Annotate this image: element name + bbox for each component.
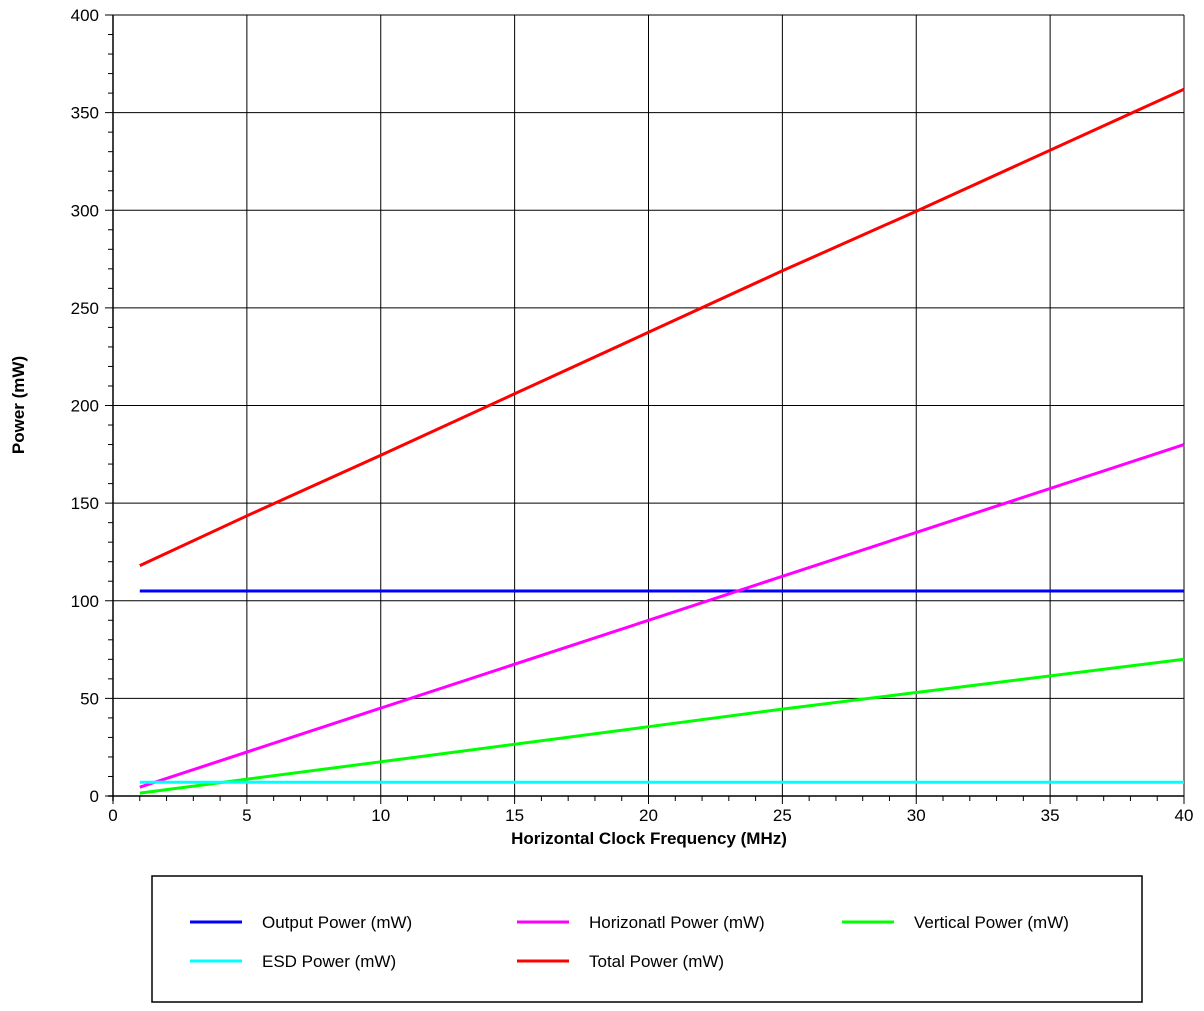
y-tick-label: 50 [80, 689, 99, 708]
x-tick-label: 40 [1175, 806, 1194, 825]
y-axis-title: Power (mW) [9, 356, 28, 454]
legend-label: Total Power (mW) [589, 952, 724, 971]
y-tick-label: 200 [71, 397, 99, 416]
y-tick-label: 300 [71, 201, 99, 220]
x-tick-label: 5 [242, 806, 251, 825]
series-line [139, 443, 1185, 789]
x-tick-label: 25 [773, 806, 792, 825]
y-tick-label: 150 [71, 494, 99, 513]
legend-label: Horizonatl Power (mW) [589, 913, 765, 932]
x-axis-title: Horizontal Clock Frequency (MHz) [511, 829, 787, 848]
legend: Output Power (mW) Horizonatl Power (mW) Ve… [151, 875, 1143, 1003]
y-tick-label: 100 [71, 592, 99, 611]
x-tick-label: 15 [505, 806, 524, 825]
legend-box [151, 875, 1143, 1003]
legend-label: ESD Power (mW) [262, 952, 396, 971]
x-tick-label: 20 [639, 806, 658, 825]
legend-label: Vertical Power (mW) [914, 913, 1069, 932]
series-lines [139, 87, 1185, 795]
x-tick-label: 35 [1041, 806, 1060, 825]
y-tick-label: 350 [71, 104, 99, 123]
x-tick-label: 10 [371, 806, 390, 825]
x-tick-label: 0 [108, 806, 117, 825]
y-tick-label: 400 [71, 6, 99, 25]
x-tick-label: 30 [907, 806, 926, 825]
y-tick-label: 0 [90, 787, 99, 806]
y-tick-label: 250 [71, 299, 99, 318]
series-line [139, 657, 1185, 795]
legend-label: Output Power (mW) [262, 913, 412, 932]
series-line [139, 87, 1185, 567]
